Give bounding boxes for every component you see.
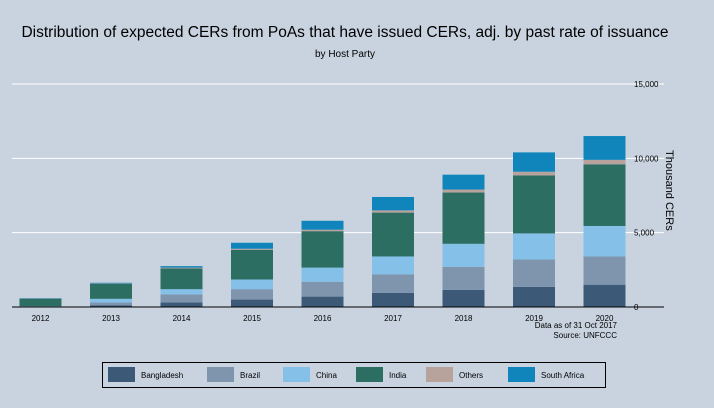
legend-label: South Africa xyxy=(541,371,585,380)
bar-south-africa-2020 xyxy=(583,136,626,160)
x-tick-label: 2018 xyxy=(455,314,473,323)
bar-india-2017 xyxy=(372,212,414,257)
x-tick-label: 2014 xyxy=(173,314,191,323)
legend-swatch-india xyxy=(356,367,383,382)
bar-others-2018 xyxy=(442,189,485,193)
legend: Bangladesh Brazil China India Others South Af… xyxy=(108,367,585,382)
bar-brazil-2016 xyxy=(301,281,344,297)
bar-china-2016 xyxy=(301,267,344,282)
x-tick-label: 2012 xyxy=(32,314,50,323)
y-tick-label: 0 xyxy=(634,303,639,312)
bar-india-2015 xyxy=(231,249,273,280)
bar-china-2015 xyxy=(231,279,273,290)
bar-others-2014 xyxy=(160,267,203,269)
legend-swatch-bangladesh xyxy=(108,367,135,382)
bar-others-2015 xyxy=(231,248,273,250)
chart-title: Distribution of expected CERs from PoAs … xyxy=(21,24,668,41)
bar-china-2019 xyxy=(513,233,555,260)
bar-brazil-2017 xyxy=(372,274,414,293)
x-tick-label: 2016 xyxy=(314,314,332,323)
y-tick-label: 5,000 xyxy=(634,229,655,238)
bar-bangladesh-2015 xyxy=(231,299,273,307)
bar-china-2017 xyxy=(372,256,414,275)
bar-brazil-2013 xyxy=(90,302,132,306)
legend-label: Others xyxy=(459,371,483,380)
legend-label: India xyxy=(389,371,407,380)
bar-bangladesh-2014 xyxy=(160,302,203,307)
y-tick-label: 10,000 xyxy=(634,154,659,163)
legend-swatch-china xyxy=(283,367,310,382)
bar-china-2018 xyxy=(442,243,485,267)
bar-india-2016 xyxy=(301,231,344,268)
bar-china-2014 xyxy=(160,289,203,295)
bar-india-2013 xyxy=(90,283,132,299)
bar-south-africa-2014 xyxy=(160,266,203,268)
x-tick-label: 2015 xyxy=(243,314,261,323)
legend-swatch-brazil xyxy=(207,367,234,382)
x-tick-label: 2019 xyxy=(525,314,543,323)
bar-south-africa-2018 xyxy=(442,174,485,190)
bar-brazil-2020 xyxy=(583,256,626,285)
bar-others-2020 xyxy=(583,159,626,165)
y-axis-label: Thousand CERs xyxy=(663,150,675,231)
legend-box xyxy=(102,362,606,388)
legend-swatch-south-africa xyxy=(508,367,535,382)
bar-south-africa-2017 xyxy=(372,196,414,211)
bar-india-2014 xyxy=(160,268,203,290)
bar-china-2020 xyxy=(583,225,626,257)
bar-others-2016 xyxy=(301,229,344,232)
bar-south-africa-2015 xyxy=(231,242,273,249)
bar-bangladesh-2019 xyxy=(513,286,555,307)
annotation-date: Data as of 31 Oct 2017 xyxy=(535,321,618,330)
bar-bangladesh-2017 xyxy=(372,292,414,307)
bar-south-africa-2019 xyxy=(513,152,555,172)
x-tick-labels: 2012 2013 2014 2015 2016 2017 2018 2019 2020 xyxy=(32,314,614,323)
legend-label: Brazil xyxy=(240,371,260,380)
bar-brazil-2015 xyxy=(231,289,273,300)
bar-brazil-2014 xyxy=(160,294,203,303)
x-tick-label: 2020 xyxy=(596,314,614,323)
x-tick-label: 2017 xyxy=(384,314,402,323)
chart-subtitle: by Host Party xyxy=(315,49,375,60)
bar-bangladesh-2020 xyxy=(583,284,626,307)
bar-brazil-2018 xyxy=(442,266,485,290)
legend-label: Bangladesh xyxy=(141,371,183,380)
x-tick-label: 2013 xyxy=(102,314,120,323)
bar-bangladesh-2016 xyxy=(301,296,344,307)
y-tick-labels: 0 5,000 10,000 15,000 xyxy=(634,80,659,312)
bar-others-2017 xyxy=(372,210,414,213)
annotation-source: Source: UNFCCC xyxy=(553,331,617,340)
bars xyxy=(19,136,626,307)
bar-bangladesh-2013 xyxy=(90,305,132,307)
bar-india-2018 xyxy=(442,192,485,244)
bar-india-2012 xyxy=(19,298,62,307)
legend-label: China xyxy=(316,371,337,380)
bar-brazil-2019 xyxy=(513,259,555,287)
bar-india-2019 xyxy=(513,175,555,234)
bar-south-africa-2016 xyxy=(301,220,344,230)
bar-india-2020 xyxy=(583,164,626,226)
y-tick-label: 15,000 xyxy=(634,80,659,89)
bar-bangladesh-2018 xyxy=(442,289,485,307)
bar-china-2013 xyxy=(90,298,132,303)
bar-others-2019 xyxy=(513,171,555,176)
bar-south-africa-2013 xyxy=(90,282,132,284)
gridlines xyxy=(12,83,664,234)
legend-swatch-others xyxy=(426,367,453,382)
